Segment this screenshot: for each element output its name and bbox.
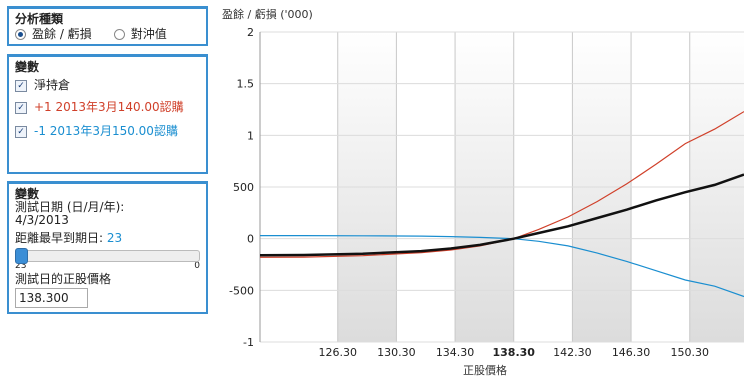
y-tick-label: 1: [247, 129, 254, 142]
net-position-checkbox[interactable]: ✓: [15, 80, 27, 92]
net-position-label[interactable]: 淨持倉: [34, 78, 71, 92]
pnl-radio-label[interactable]: 盈餘 / 虧損: [32, 27, 92, 41]
call-140-label[interactable]: +1 2013年3月140.00認購: [34, 100, 184, 114]
x-tick-label: 130.30: [377, 346, 416, 359]
x-tick-label: 150.30: [670, 346, 709, 359]
chart-band: [337, 32, 397, 342]
chart-band: [455, 32, 514, 342]
x-tick-label: 142.30: [553, 346, 592, 359]
y-tick-label: -1: [243, 336, 254, 349]
series-line: [260, 235, 744, 298]
test-panel: 變數 測試日期 (日/月/年): 4/3/2013 距離最早到期日: 23 23…: [7, 181, 208, 314]
x-tick-label: 138.30: [493, 346, 536, 359]
chart-band: [689, 32, 744, 342]
test-title: 變數: [15, 187, 40, 201]
analysis-title: 分析種類: [15, 12, 64, 26]
pnl-radio[interactable]: [15, 29, 26, 40]
variables-title: 變數: [15, 60, 40, 74]
y-axis-title: 盈餘 / 虧損 ('000): [222, 7, 313, 21]
slider-max-label: 0: [194, 261, 200, 271]
x-tick-label: 126.30: [318, 346, 357, 359]
underlying-price-input[interactable]: 138.300: [15, 288, 88, 308]
x-axis-title: 正股價格: [463, 363, 507, 377]
x-tick-label: 134.30: [436, 346, 475, 359]
y-tick-label: -500: [229, 284, 254, 297]
call-140-checkbox[interactable]: ✓: [15, 102, 27, 114]
days-label: 距離最早到期日:: [15, 231, 104, 245]
price-label: 測試日的正股價格: [15, 272, 112, 286]
slider-min-label: 23: [15, 261, 27, 271]
chart-band: [572, 32, 632, 342]
series-line: [260, 173, 744, 257]
y-tick-label: 2: [247, 26, 254, 39]
days-value: 23: [106, 231, 123, 245]
y-tick-label: 1.5: [237, 78, 255, 91]
test-date-label: 測試日期 (日/月/年):: [15, 200, 125, 214]
test-date-value: 4/3/2013: [15, 213, 69, 227]
analysis-panel: 分析種類 盈餘 / 虧損 對沖值: [7, 6, 208, 46]
variables-panel: 變數 ✓ 淨持倉 ✓ +1 2013年3月140.00認購 ✓ -1 2013年…: [7, 54, 208, 174]
x-tick-label: 146.30: [612, 346, 651, 359]
days-slider-handle[interactable]: [15, 248, 28, 264]
delta-radio[interactable]: [113, 29, 125, 40]
call-150-label[interactable]: -1 2013年3月150.00認購: [34, 124, 178, 138]
y-tick-label: 0: [247, 233, 254, 246]
days-slider[interactable]: [15, 248, 200, 264]
series-line: [260, 111, 744, 258]
delta-radio-label[interactable]: 對沖值: [130, 27, 167, 41]
call-150-checkbox[interactable]: ✓: [15, 126, 27, 138]
y-tick-label: 500: [233, 181, 254, 194]
